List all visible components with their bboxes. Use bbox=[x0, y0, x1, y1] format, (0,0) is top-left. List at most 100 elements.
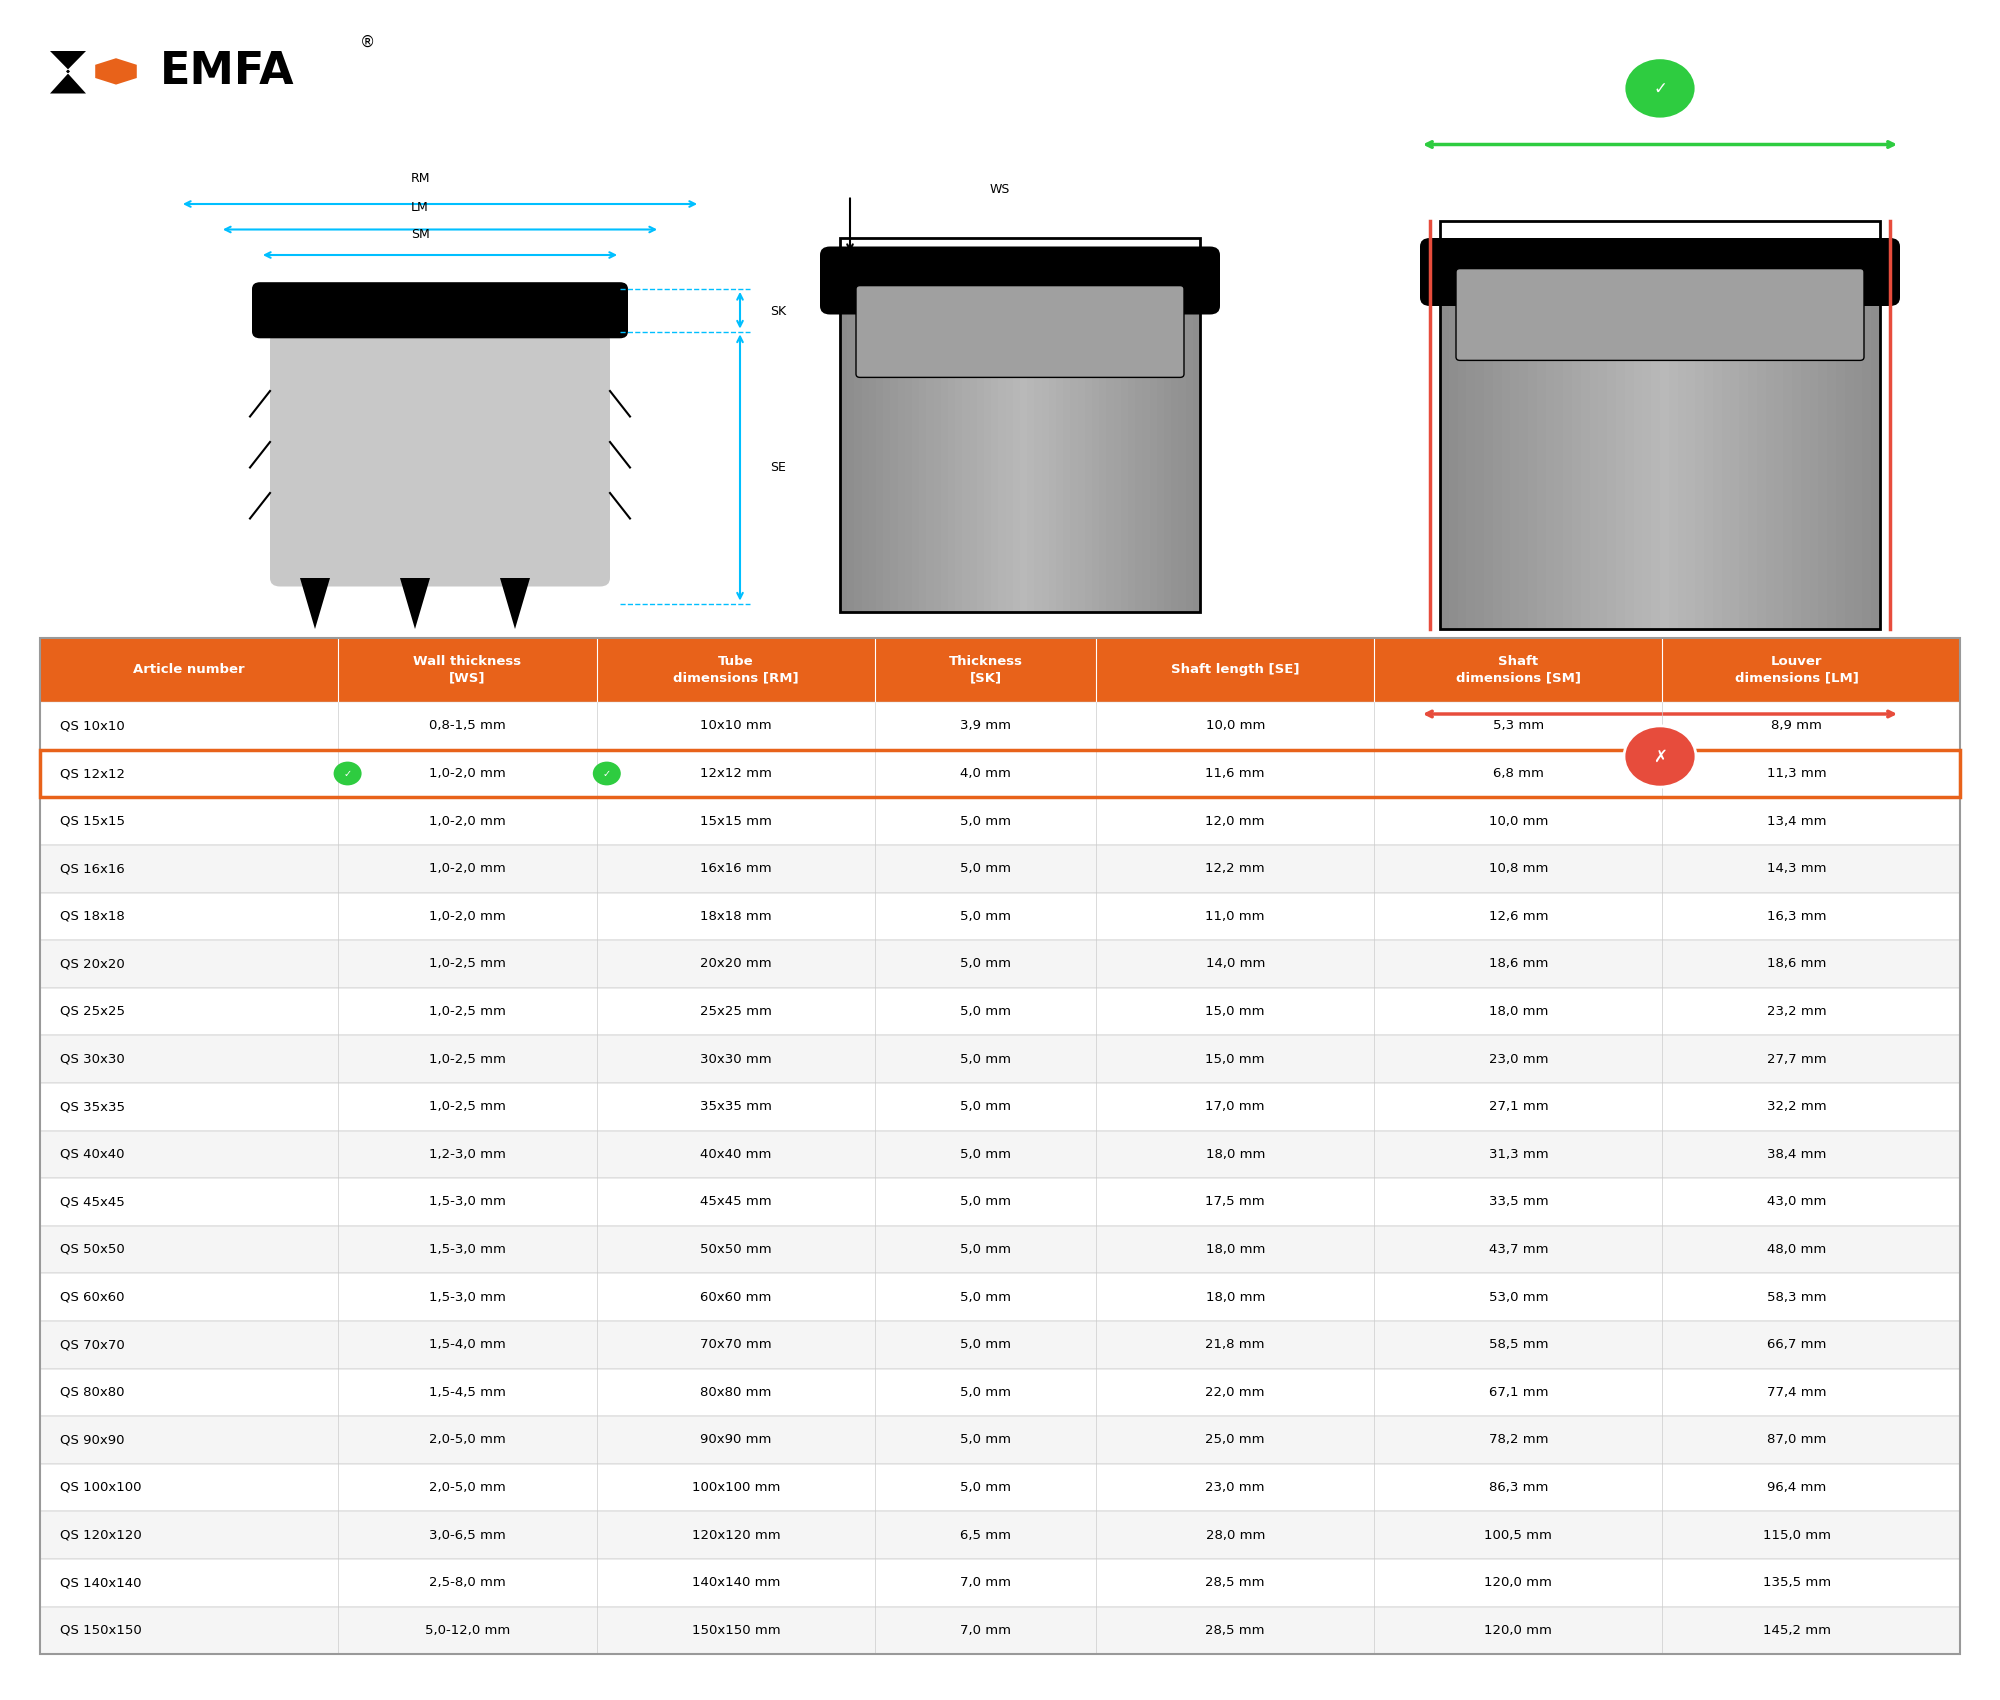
Text: SE: SE bbox=[770, 461, 786, 474]
Text: QS 70x70: QS 70x70 bbox=[60, 1338, 124, 1352]
Bar bbox=[40, 940, 1960, 988]
Bar bbox=[40, 1083, 1960, 1131]
Text: ✗: ✗ bbox=[1654, 748, 1666, 765]
Bar bbox=[1186, 289, 1192, 612]
Bar bbox=[1686, 289, 1696, 629]
Text: LM: LM bbox=[412, 201, 428, 214]
Bar bbox=[1520, 289, 1528, 629]
Text: QS 16x16: QS 16x16 bbox=[60, 862, 124, 876]
Text: ®: ® bbox=[360, 36, 376, 49]
Bar bbox=[1580, 289, 1590, 629]
Bar bbox=[1660, 289, 1668, 629]
Bar bbox=[1484, 289, 1492, 629]
Text: 6,8 mm: 6,8 mm bbox=[1492, 767, 1544, 780]
Bar bbox=[934, 289, 940, 612]
Text: 145,2 mm: 145,2 mm bbox=[1762, 1624, 1830, 1637]
Text: SK: SK bbox=[770, 304, 786, 318]
Bar bbox=[862, 289, 868, 612]
Bar bbox=[962, 289, 970, 612]
Text: 5,0 mm: 5,0 mm bbox=[960, 1005, 1012, 1018]
Text: 40x40 mm: 40x40 mm bbox=[700, 1148, 772, 1161]
Bar bbox=[1784, 289, 1792, 629]
Bar bbox=[40, 797, 1960, 845]
Text: 70x70 mm: 70x70 mm bbox=[700, 1338, 772, 1352]
Bar bbox=[1042, 289, 1048, 612]
Bar bbox=[1028, 289, 1034, 612]
Text: EMFA: EMFA bbox=[160, 49, 294, 94]
Text: 25x25 mm: 25x25 mm bbox=[700, 1005, 772, 1018]
Text: 22,0 mm: 22,0 mm bbox=[1206, 1386, 1264, 1399]
Text: 80x80 mm: 80x80 mm bbox=[700, 1386, 772, 1399]
Text: 1,5-4,5 mm: 1,5-4,5 mm bbox=[428, 1386, 506, 1399]
Text: 66,7 mm: 66,7 mm bbox=[1768, 1338, 1826, 1352]
Text: 6,5 mm: 6,5 mm bbox=[960, 1528, 1012, 1542]
Text: 11,6 mm: 11,6 mm bbox=[1206, 767, 1264, 780]
Bar bbox=[1440, 289, 1448, 629]
Bar bbox=[1844, 289, 1854, 629]
Bar bbox=[1608, 289, 1616, 629]
Text: 15,0 mm: 15,0 mm bbox=[1206, 1005, 1264, 1018]
Text: 28,5 mm: 28,5 mm bbox=[1206, 1576, 1264, 1590]
Bar bbox=[40, 1226, 1960, 1273]
Text: QS 12x12: QS 12x12 bbox=[60, 767, 124, 780]
Bar bbox=[1136, 289, 1142, 612]
Bar bbox=[1722, 289, 1730, 629]
Text: 100,5 mm: 100,5 mm bbox=[1484, 1528, 1552, 1542]
Polygon shape bbox=[400, 578, 430, 629]
Text: QS 15x15: QS 15x15 bbox=[60, 814, 124, 828]
Text: 45x45 mm: 45x45 mm bbox=[700, 1195, 772, 1209]
Text: 30x30 mm: 30x30 mm bbox=[700, 1052, 772, 1066]
Text: 43,0 mm: 43,0 mm bbox=[1768, 1195, 1826, 1209]
Text: 14,3 mm: 14,3 mm bbox=[1768, 862, 1826, 876]
Text: QS 25x25: QS 25x25 bbox=[60, 1005, 124, 1018]
Text: 17,0 mm: 17,0 mm bbox=[1206, 1100, 1264, 1114]
Bar bbox=[840, 238, 1200, 612]
Text: 3,0-6,5 mm: 3,0-6,5 mm bbox=[428, 1528, 506, 1542]
Bar bbox=[40, 1273, 1960, 1321]
Text: 67,1 mm: 67,1 mm bbox=[1488, 1386, 1548, 1399]
Text: QS 140x140: QS 140x140 bbox=[60, 1576, 142, 1590]
Bar bbox=[40, 845, 1960, 892]
Bar bbox=[1704, 289, 1712, 629]
Text: 3,9 mm: 3,9 mm bbox=[960, 719, 1012, 733]
Bar bbox=[948, 289, 956, 612]
Bar bbox=[40, 638, 1960, 702]
Text: 18,0 mm: 18,0 mm bbox=[1206, 1148, 1264, 1161]
Text: 5,3 mm: 5,3 mm bbox=[1492, 719, 1544, 733]
Text: 1,0-2,0 mm: 1,0-2,0 mm bbox=[428, 910, 506, 923]
Text: 86,3 mm: 86,3 mm bbox=[1488, 1481, 1548, 1494]
FancyBboxPatch shape bbox=[270, 332, 610, 586]
Bar bbox=[1740, 289, 1748, 629]
Bar bbox=[40, 1035, 1960, 1083]
Text: 5,0 mm: 5,0 mm bbox=[960, 1386, 1012, 1399]
Text: 33,5 mm: 33,5 mm bbox=[1488, 1195, 1548, 1209]
Text: Article number: Article number bbox=[132, 663, 244, 677]
Bar bbox=[40, 988, 1960, 1035]
Text: 5,0 mm: 5,0 mm bbox=[960, 814, 1012, 828]
Text: Shaft
dimensions [SM]: Shaft dimensions [SM] bbox=[1456, 654, 1580, 685]
Text: 25,0 mm: 25,0 mm bbox=[1206, 1433, 1264, 1447]
Bar bbox=[1020, 289, 1028, 612]
Text: 27,1 mm: 27,1 mm bbox=[1488, 1100, 1548, 1114]
Text: 27,7 mm: 27,7 mm bbox=[1766, 1052, 1826, 1066]
Text: 18,6 mm: 18,6 mm bbox=[1488, 957, 1548, 971]
Text: 14,0 mm: 14,0 mm bbox=[1206, 957, 1264, 971]
Bar bbox=[40, 1464, 1960, 1511]
Text: 5,0 mm: 5,0 mm bbox=[960, 1195, 1012, 1209]
Text: 31,3 mm: 31,3 mm bbox=[1488, 1148, 1548, 1161]
Text: Louver
dimensions [LM]: Louver dimensions [LM] bbox=[1734, 654, 1858, 685]
Bar bbox=[1872, 289, 1880, 629]
Bar bbox=[998, 289, 1006, 612]
Bar bbox=[1078, 289, 1084, 612]
Text: QS 60x60: QS 60x60 bbox=[60, 1290, 124, 1304]
Bar bbox=[1800, 289, 1810, 629]
Bar bbox=[40, 1606, 1960, 1654]
Bar bbox=[1164, 289, 1172, 612]
Text: 5,0 mm: 5,0 mm bbox=[960, 1052, 1012, 1066]
Text: RM: RM bbox=[410, 172, 430, 185]
Text: 5,0 mm: 5,0 mm bbox=[960, 1100, 1012, 1114]
Text: 7,0 mm: 7,0 mm bbox=[960, 1624, 1012, 1637]
Text: 35x35 mm: 35x35 mm bbox=[700, 1100, 772, 1114]
Text: 12,2 mm: 12,2 mm bbox=[1206, 862, 1266, 876]
Bar bbox=[1064, 289, 1070, 612]
